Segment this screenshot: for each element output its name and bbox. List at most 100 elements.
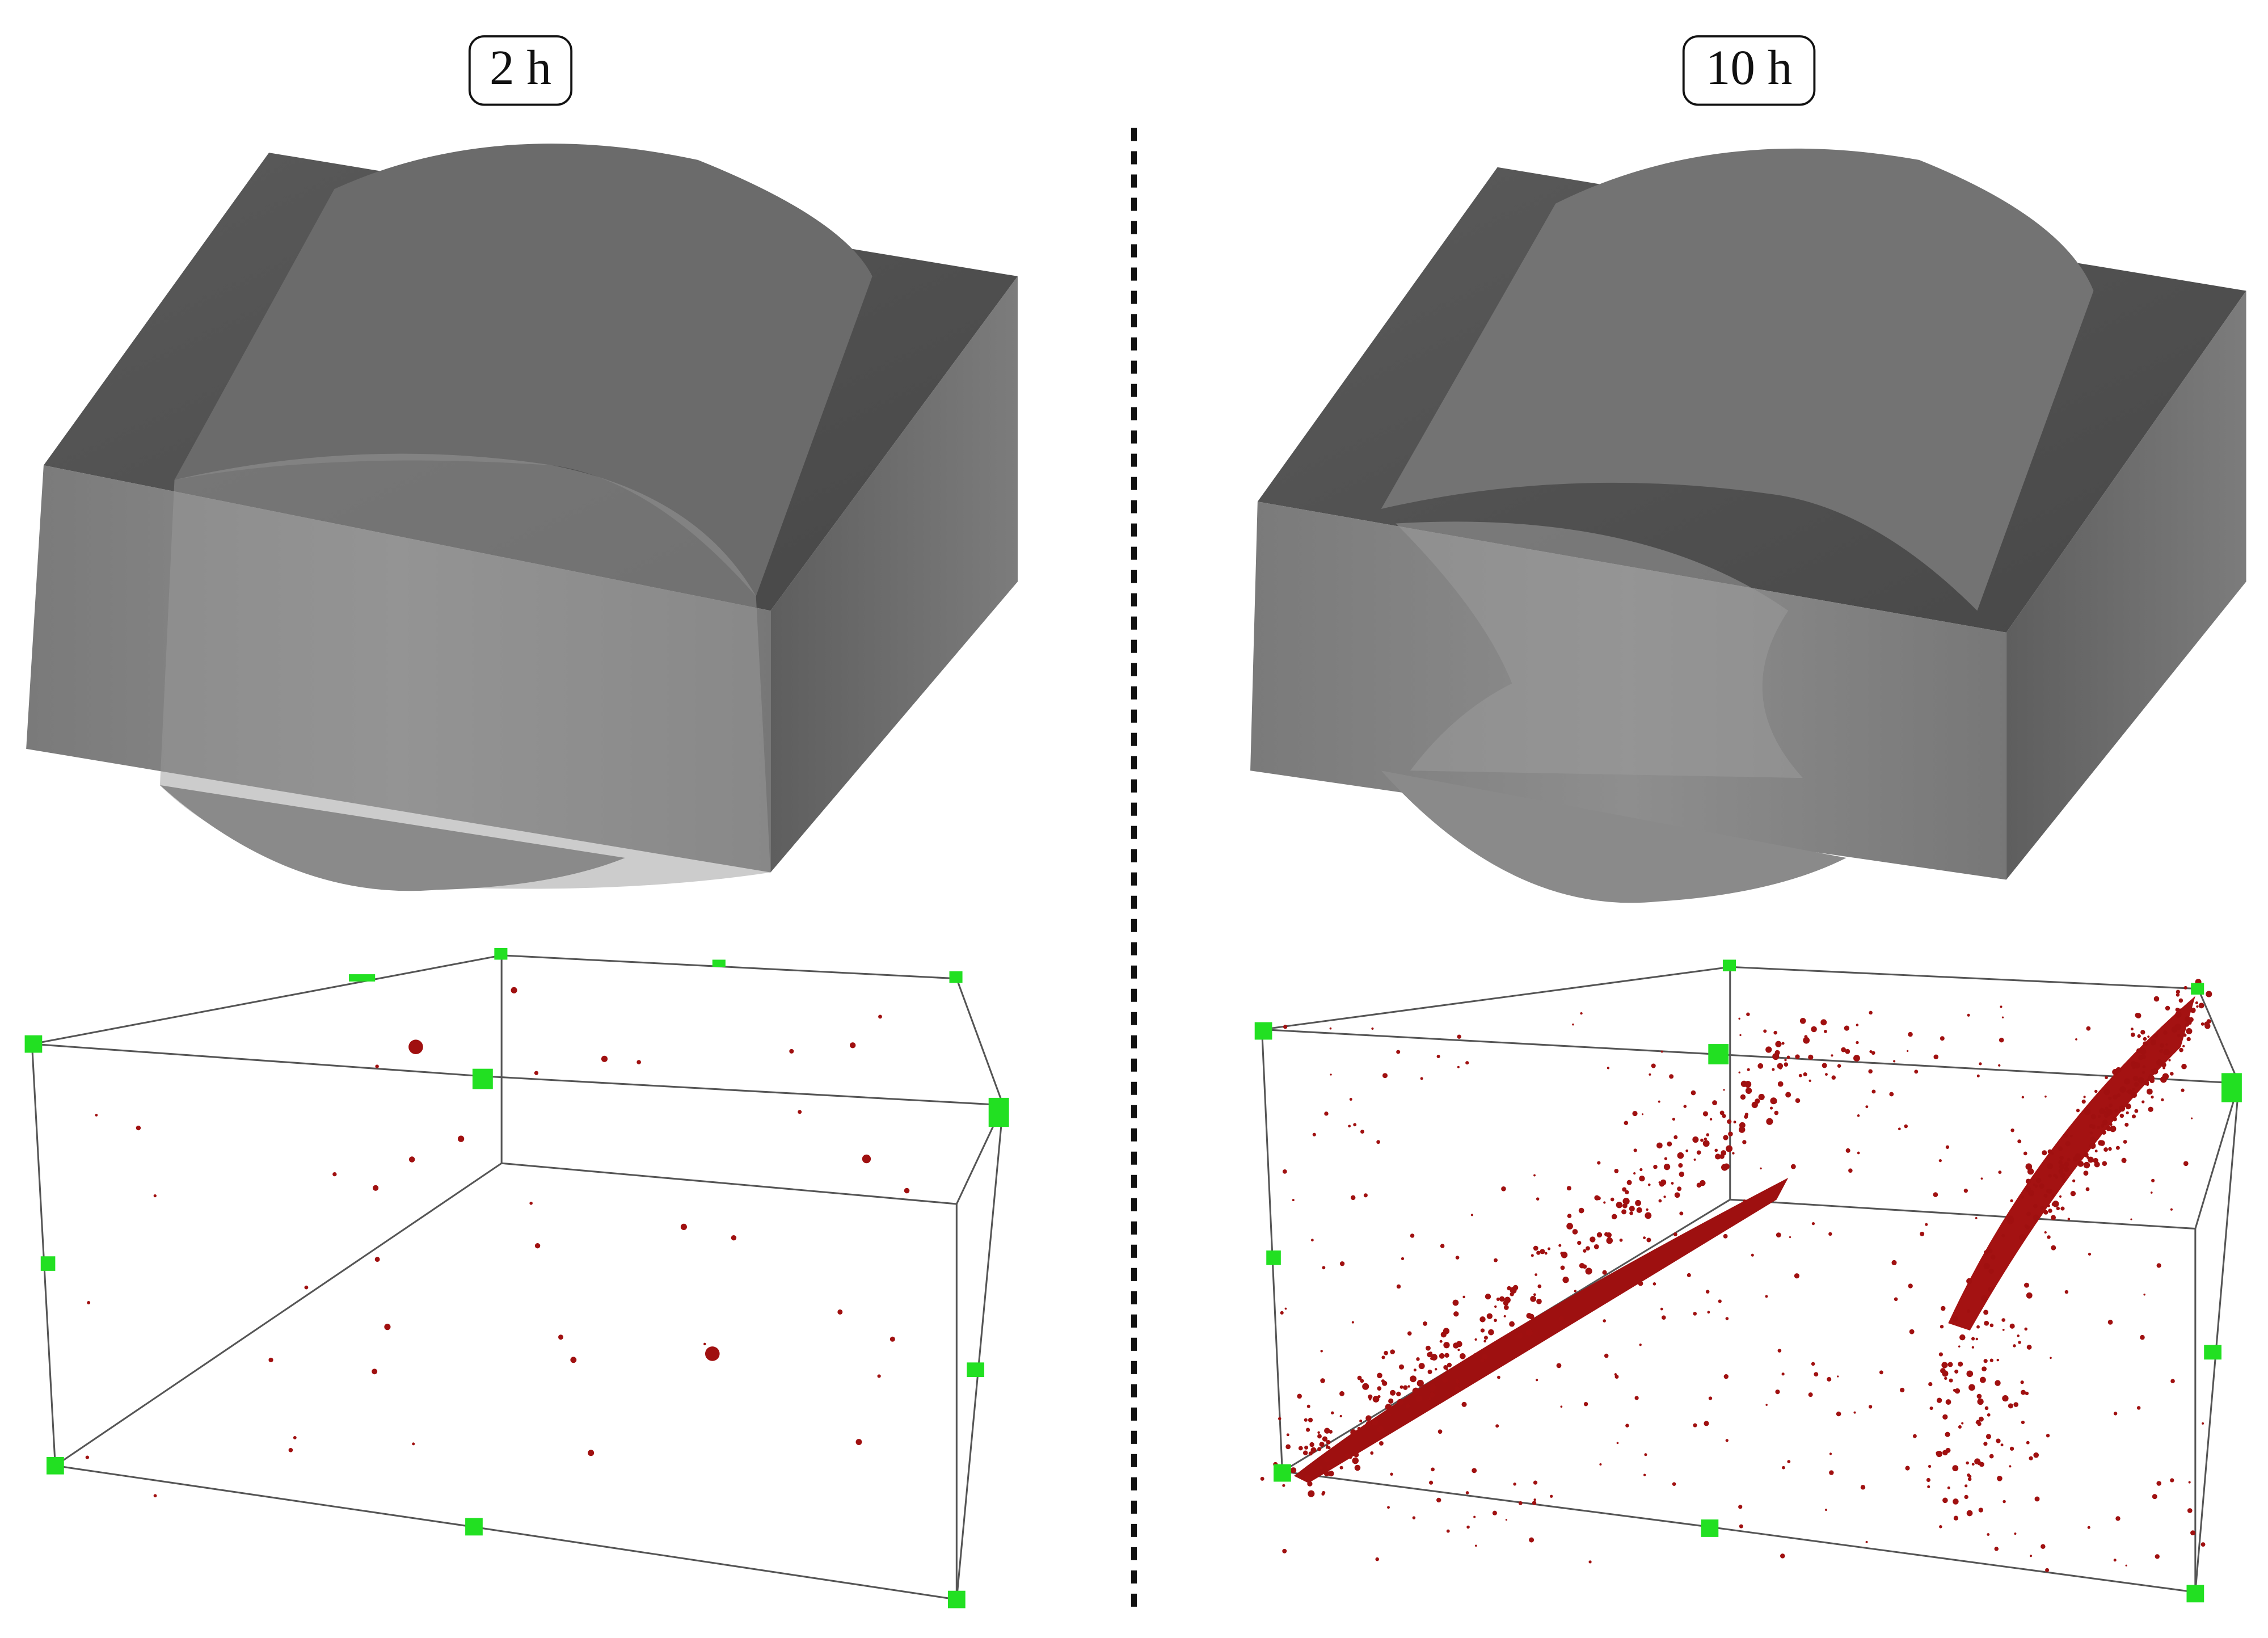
precipitate xyxy=(1597,1161,1601,1165)
precipitate xyxy=(1339,1391,1344,1396)
precipitate xyxy=(1700,1138,1704,1142)
precipitate xyxy=(1718,1299,1722,1303)
precipitate xyxy=(1704,1421,1709,1426)
precipitate xyxy=(1282,1169,1287,1174)
precipitate xyxy=(412,1442,415,1446)
precipitate xyxy=(1459,1353,1466,1359)
precipitate xyxy=(1625,1424,1629,1428)
precipitate xyxy=(1814,1372,1819,1377)
precipitate xyxy=(2025,1186,2031,1192)
precipitate xyxy=(2200,1022,2204,1026)
precipitate xyxy=(1722,1114,1726,1118)
precipitate xyxy=(1825,1073,1828,1076)
precipitate xyxy=(1765,1404,1768,1406)
precipitate xyxy=(1679,1211,1684,1216)
precipitate xyxy=(1740,1094,1746,1100)
precipitate xyxy=(1428,1397,1432,1401)
precipitate xyxy=(1765,1295,1768,1298)
precipitate xyxy=(2114,1108,2119,1113)
precipitate xyxy=(384,1324,391,1330)
precipitate xyxy=(1649,1073,1651,1076)
precipitate xyxy=(1323,1471,1330,1477)
precipitate xyxy=(1949,1378,1953,1383)
precipitate xyxy=(1633,1148,1637,1152)
precipitate xyxy=(1572,1229,1578,1235)
precipitate xyxy=(1763,1029,1767,1033)
precipitate xyxy=(1673,1135,1678,1139)
precipitate xyxy=(1368,1394,1373,1399)
precipitate xyxy=(798,1110,802,1114)
precipitate xyxy=(2124,1122,2129,1127)
precipitate xyxy=(2100,1124,2105,1128)
precipitate xyxy=(1944,1376,1947,1380)
precipitate xyxy=(1357,1375,1362,1380)
precipitate xyxy=(2008,1220,2012,1225)
precipitate xyxy=(1532,1501,1537,1505)
precipitate xyxy=(1382,1073,1388,1079)
precipitate xyxy=(1865,1105,1869,1109)
precipitate xyxy=(2107,1320,2113,1325)
precipitate xyxy=(849,1042,856,1049)
precipitate xyxy=(1945,1431,1950,1437)
precipitate xyxy=(1836,1411,1841,1417)
precipitate xyxy=(2021,1096,2025,1099)
precipitate xyxy=(705,1346,720,1361)
precipitate xyxy=(1310,1239,1314,1242)
precipitate xyxy=(1940,1306,1946,1311)
precipitate xyxy=(2141,1100,2145,1104)
precipitate xyxy=(2195,1001,2198,1005)
precipitate xyxy=(2051,1152,2054,1155)
precipitate xyxy=(1777,1349,1782,1353)
precipitate xyxy=(2086,1156,2090,1159)
precipitate xyxy=(2103,1147,2109,1152)
precipitate xyxy=(1317,1431,1320,1434)
precipitate xyxy=(1785,1092,1791,1098)
precipitate xyxy=(2039,1183,2044,1189)
precipitate xyxy=(1828,1232,1832,1236)
precipitate xyxy=(2058,1169,2064,1174)
precipitate xyxy=(1982,1366,1987,1372)
precipitate xyxy=(2153,1033,2159,1038)
precipitate xyxy=(1414,1390,1418,1393)
precipitate xyxy=(1616,1442,1619,1445)
precipitate xyxy=(2177,1034,2181,1038)
precipitate xyxy=(1417,1379,1424,1387)
precipitate xyxy=(1578,1207,1584,1214)
precipitate xyxy=(1474,1544,1477,1547)
precipitate xyxy=(2025,1391,2029,1396)
precipitate xyxy=(1378,1441,1384,1446)
precipitate xyxy=(2044,1231,2047,1234)
precipitate xyxy=(1848,1168,1853,1173)
precipitate xyxy=(1351,1321,1354,1324)
precipitate xyxy=(1747,1068,1750,1071)
precipitate xyxy=(2070,1134,2073,1138)
precipitate xyxy=(2058,1160,2063,1165)
precipitate xyxy=(1396,1050,1401,1054)
precipitate xyxy=(1481,1358,1485,1363)
corner-markers-2h xyxy=(24,948,1009,1608)
precipitate xyxy=(1533,1498,1536,1501)
precipitate xyxy=(1760,1167,1762,1170)
precipitate xyxy=(2146,1083,2149,1087)
precipitate xyxy=(1958,1425,1962,1429)
precipitate xyxy=(1497,1375,1500,1379)
precipitate xyxy=(1673,1232,1677,1236)
precipitate xyxy=(1494,1305,1497,1308)
precipitate xyxy=(293,1435,297,1439)
precipitate xyxy=(1940,1325,1944,1329)
precipitate xyxy=(1660,1179,1667,1186)
precipitate xyxy=(1427,1382,1431,1386)
precipitate xyxy=(1329,1027,1332,1030)
precipitate xyxy=(1837,1375,1839,1378)
precipitate xyxy=(1936,1397,1942,1403)
precipitate xyxy=(1954,1388,1961,1394)
precipitate xyxy=(2152,1494,2157,1500)
precipitate xyxy=(2009,1323,2015,1329)
precipitate xyxy=(1663,1163,1671,1170)
precipitate xyxy=(1560,1405,1563,1408)
precipitate xyxy=(1603,1319,1606,1323)
precipitate xyxy=(2130,1028,2134,1031)
precipitate xyxy=(1457,1034,1461,1039)
precipitate xyxy=(1503,1300,1509,1306)
